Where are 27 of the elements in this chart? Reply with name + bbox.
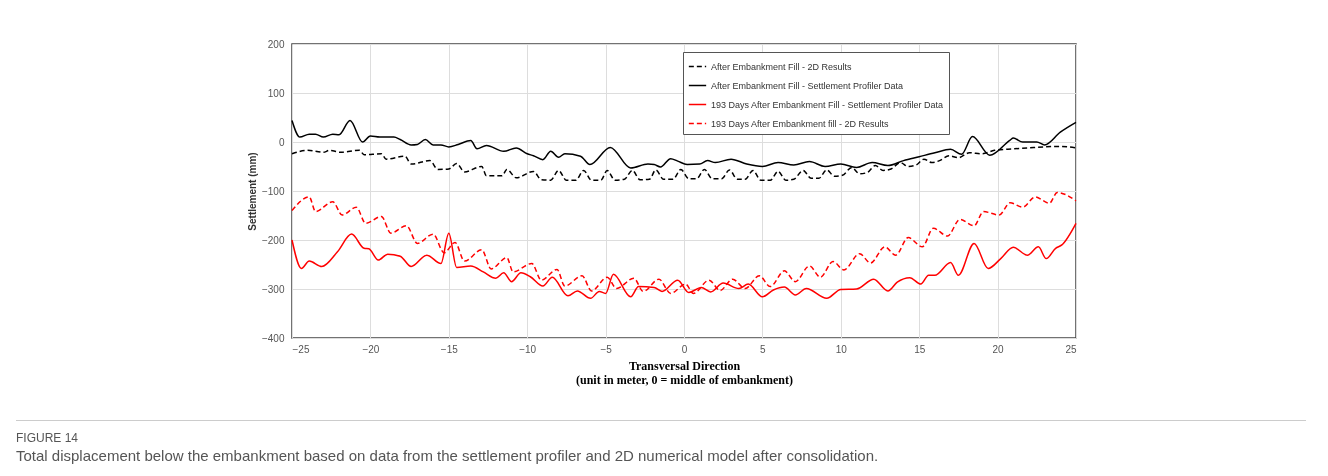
caption: FIGURE 14	[16, 431, 79, 445]
legend-label: After Embankment Fill - 2D Results	[711, 61, 853, 72]
text: Total displacement below the embankment based on data from the settlement profiler and 2D numerical model after consolidation.	[16, 447, 880, 464]
y-tick-label: −300	[261, 283, 285, 295]
y-tick-label: 200	[267, 38, 285, 50]
x-axis-title: Transversal Direction (unit in meter, 0 = middle of embankment)	[575, 358, 794, 387]
x-tick-label: −15	[440, 343, 459, 355]
line-series	[291, 191, 1077, 295]
legend-label: 193 Days After Embankment fill - 2D Results	[711, 118, 890, 129]
x-tick-label: 25	[1065, 343, 1077, 355]
legend-label: 193 Days After Embankment Fill - Settlement Profiler Data	[711, 99, 944, 110]
y-tick-label: −400	[261, 332, 285, 344]
x-tick-label: 0	[681, 343, 688, 355]
y-tick-label: −100	[261, 185, 285, 197]
x-tick-label: −10	[519, 343, 537, 355]
y-tick-label: 100	[267, 87, 285, 99]
y-axis-title: Settlement (mm)	[246, 152, 258, 231]
x-tick-label: −25	[292, 343, 310, 355]
x-tick-label: 20	[992, 343, 1005, 355]
x-tick-label: −20	[362, 343, 380, 355]
x-tick-label: 5	[760, 343, 767, 355]
x-tick-label: 15	[914, 343, 926, 355]
y-tick-label: 0	[278, 136, 285, 148]
x-tick-label: −5	[600, 343, 613, 355]
legend-label: After Embankment Fill - Settlement Profiler Data	[711, 80, 904, 91]
y-tick-label: −200	[261, 234, 285, 246]
x-tick-label: 10	[835, 343, 848, 355]
